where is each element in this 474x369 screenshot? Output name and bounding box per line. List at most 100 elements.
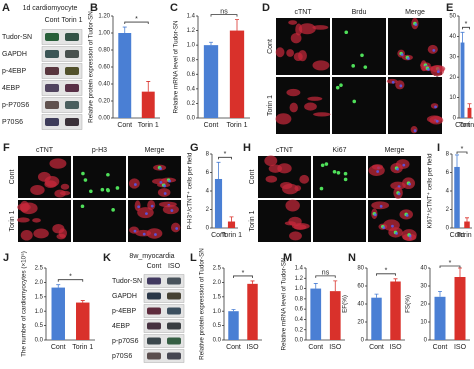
y-axis-label: Relative protein expression of Tudor-SN <box>88 11 95 123</box>
x-tick-label: Cont <box>51 344 66 351</box>
micrograph-tile <box>276 77 330 134</box>
y-tick-label: 6 <box>206 170 210 176</box>
y-tick-label: 0.4 <box>295 317 304 323</box>
blot-row-label: GAPDH <box>2 51 27 58</box>
significance-bracket <box>218 156 232 160</box>
dapi <box>391 80 395 84</box>
y-tick-label: 0.6 <box>187 72 196 78</box>
nucleus <box>106 172 110 177</box>
blot-band <box>45 84 59 92</box>
significance-bracket <box>376 273 396 276</box>
dapi <box>175 227 179 230</box>
y-tick-label: 10 <box>449 95 456 101</box>
y-tick-label: 1.5 <box>213 294 222 300</box>
y-tick-label: 0.40 <box>98 82 110 88</box>
blot-band <box>167 307 181 315</box>
cell <box>313 112 331 117</box>
error-bar <box>216 161 221 179</box>
significance-bracket <box>462 26 470 30</box>
blot-band <box>147 292 161 300</box>
bar <box>454 277 466 340</box>
channel-label: Merge <box>405 9 425 16</box>
bar <box>203 45 219 119</box>
significance-label: * <box>461 146 464 153</box>
y-tick-label: 1.2 <box>187 28 196 34</box>
panel-label: E <box>446 2 453 14</box>
micrograph-tile <box>313 200 366 242</box>
blot-row-label: Tudor-SN <box>2 34 32 41</box>
significance-bracket <box>124 21 149 25</box>
micrograph-tile <box>313 156 366 198</box>
dapi <box>142 232 146 236</box>
error-bar <box>393 278 398 282</box>
cell <box>291 222 310 230</box>
y-tick-label: 0.8 <box>187 57 196 63</box>
blot-row-label: P70S6 <box>2 119 23 126</box>
x-tick-label: Torin 1 <box>72 344 93 351</box>
error-bar <box>231 309 236 312</box>
blot-band <box>65 50 79 58</box>
condition-label: Torin 1 <box>249 210 256 231</box>
cell <box>265 175 278 183</box>
nucleus <box>324 162 329 166</box>
nucleus <box>339 83 343 87</box>
cell <box>286 49 294 57</box>
y-axis-label: The number of cardiomyocytes (×10⁵) <box>21 251 28 357</box>
bar <box>390 281 401 340</box>
cell <box>33 228 49 239</box>
y-axis-label: P-H3⁺/cTNT⁺ cells per field <box>187 152 194 229</box>
y-tick-label: 8 <box>206 152 210 158</box>
x-tick-label: Torin 1 <box>226 122 247 129</box>
cell <box>152 178 168 185</box>
cell <box>429 115 444 125</box>
error-bar <box>458 267 462 277</box>
error-bar <box>122 26 127 33</box>
y-tick-label: 0.6 <box>295 307 304 313</box>
nucleus <box>332 170 337 174</box>
x-tick-label: Cont <box>204 122 219 129</box>
significance-bracket <box>210 14 238 17</box>
blot-row-label: p-p70S6 <box>112 338 139 345</box>
blot-row-label: p70S6 <box>112 353 132 360</box>
x-tick-label: Cont <box>117 122 132 129</box>
cell <box>289 102 298 113</box>
channel-label: Brdu <box>352 9 367 16</box>
panel-label: J <box>3 252 9 264</box>
significance-label: * <box>449 260 452 267</box>
y-tick-label: 0 <box>361 338 365 344</box>
error-bar <box>455 154 459 167</box>
y-tick-label: 0.80 <box>98 48 110 54</box>
y-tick-label: 1.20 <box>98 14 110 20</box>
dapi <box>402 163 406 167</box>
y-tick-label: 0.0 <box>35 338 44 344</box>
dapi <box>396 167 400 171</box>
cell <box>298 50 307 62</box>
cell <box>44 180 57 188</box>
blot-band <box>65 101 79 109</box>
cell <box>298 23 316 35</box>
y-tick-label: 0.2 <box>295 327 304 333</box>
nucleus <box>343 171 348 176</box>
cell <box>268 164 283 173</box>
dapi <box>436 70 440 74</box>
error-bar <box>438 291 442 297</box>
significance-label: * <box>465 21 468 28</box>
cell <box>299 174 310 184</box>
channel-label: cTNT <box>294 9 312 16</box>
nucleus <box>343 177 348 182</box>
dapi <box>400 53 404 57</box>
y-tick-label: 1.0 <box>187 43 196 49</box>
cell <box>307 96 323 101</box>
cell <box>170 222 181 233</box>
bar <box>467 107 472 118</box>
cell <box>410 126 418 134</box>
y-axis-label: Ki67⁺/cTNT⁺ cells per field <box>427 153 434 228</box>
bar <box>434 296 446 340</box>
cell <box>368 164 385 177</box>
y-tick-label: 0.60 <box>98 65 110 71</box>
cell <box>312 25 329 30</box>
y-tick-label: 30 <box>449 54 456 60</box>
nucleus <box>363 65 368 69</box>
error-bar <box>313 283 318 289</box>
